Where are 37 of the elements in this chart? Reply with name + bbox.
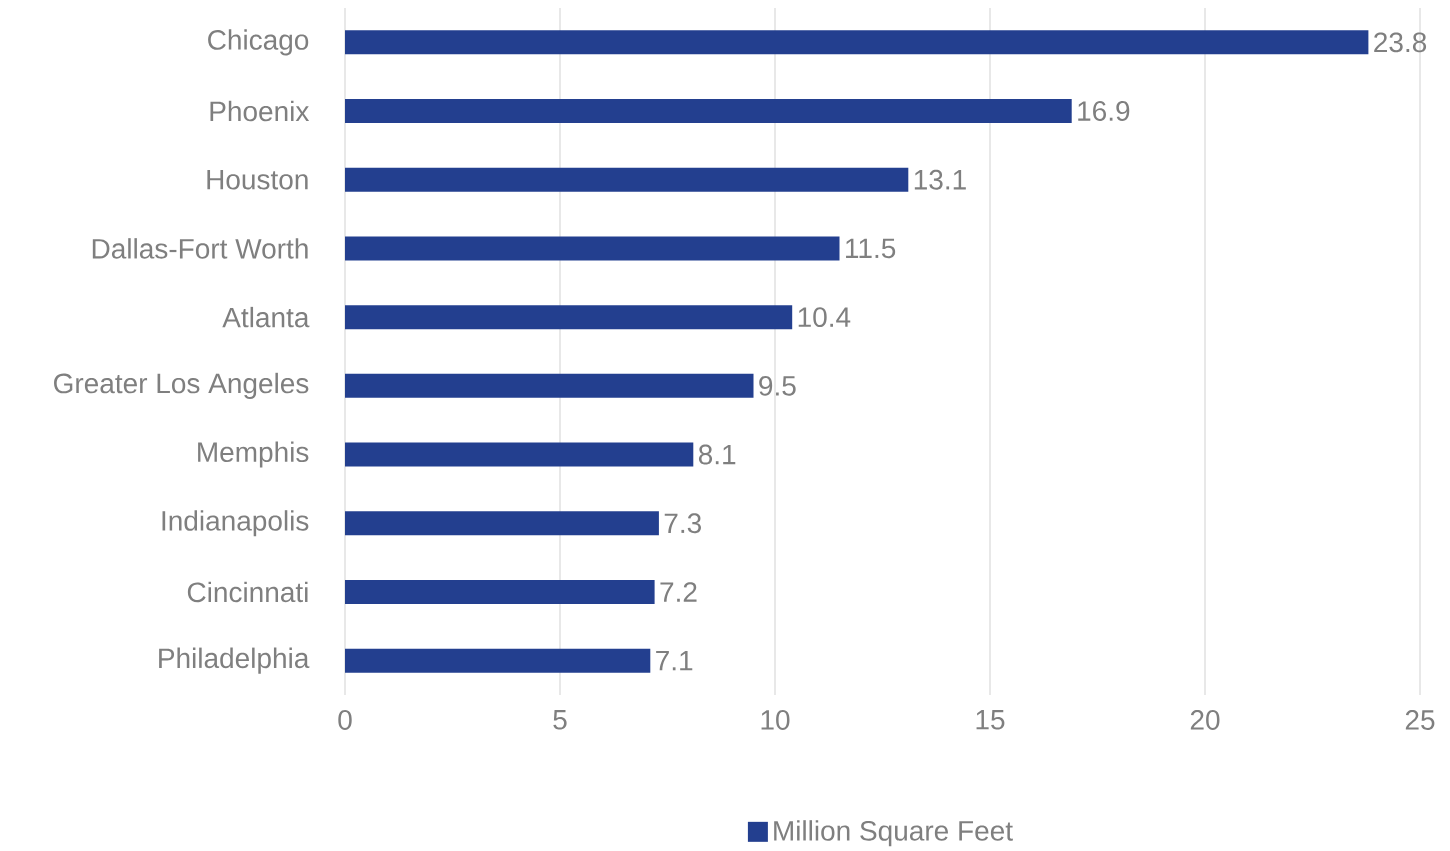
bar (345, 236, 840, 261)
bar (345, 167, 909, 192)
y-tick-label: Cincinnati (187, 581, 308, 603)
bar (345, 579, 655, 604)
data-label: 8.1 (698, 444, 736, 465)
data-label: 7.2 (660, 581, 697, 602)
y-tick-label: Houston (207, 169, 308, 190)
data-label: 16.9 (1078, 100, 1130, 121)
data-label: 10.4 (798, 306, 851, 327)
y-tick-label: Chicago (208, 29, 309, 56)
x-tick-label: 5 (553, 709, 567, 730)
x-tick-label: 10 (761, 709, 790, 730)
x-tick-label: 25 (1405, 709, 1435, 730)
bar (345, 30, 1369, 55)
y-tick-label: Dallas-Fort Worth (92, 237, 308, 259)
data-label: 23.8 (1374, 32, 1427, 53)
y-tick-label: Philadelphia (159, 647, 310, 674)
x-tick-label: 20 (1190, 709, 1220, 730)
bar (345, 98, 1072, 123)
bar (345, 373, 754, 398)
y-tick-label: Memphis (198, 441, 309, 468)
data-label: 9.5 (759, 375, 796, 396)
y-tick-label: Indianapolis (162, 509, 309, 537)
bar (345, 304, 793, 329)
data-label: 11.5 (846, 238, 896, 258)
bar (345, 442, 694, 467)
legend-label: Million Square Feet (774, 819, 1013, 847)
x-tick-label: 15 (976, 709, 1005, 730)
bar (345, 648, 651, 673)
data-label: 7.1 (656, 650, 693, 671)
bar (345, 511, 659, 536)
data-label: 13.1 (914, 169, 966, 190)
y-tick-label: Atlanta (222, 306, 310, 328)
data-label: 7.3 (664, 513, 701, 533)
y-tick-label: Greater Los Angeles (54, 372, 309, 399)
x-tick-label: 0 (338, 709, 352, 730)
y-tick-label: Phoenix (210, 100, 310, 122)
